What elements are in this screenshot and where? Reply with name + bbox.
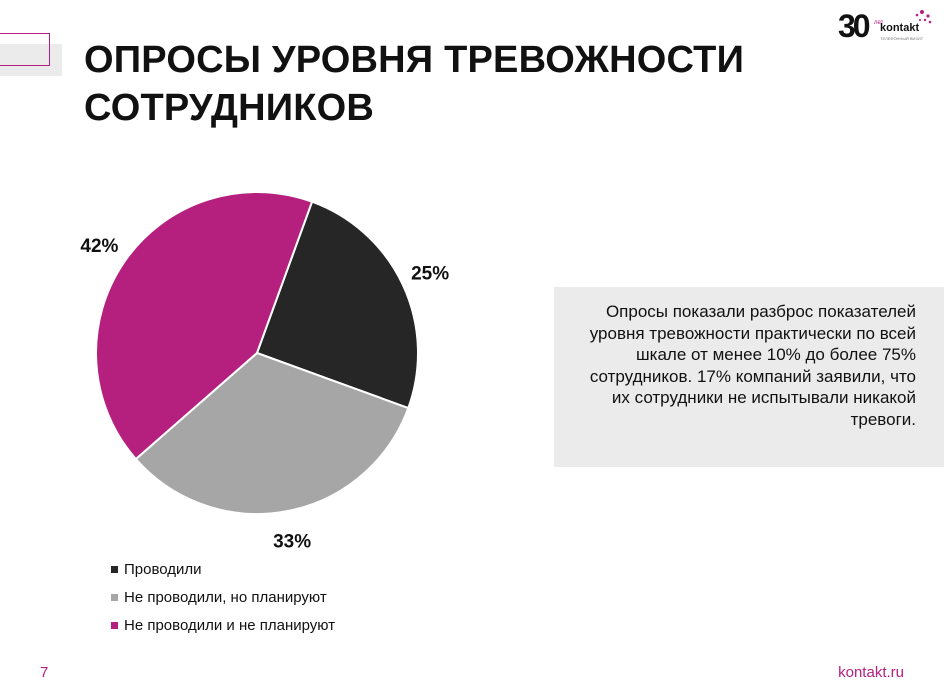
pie-chart: 25% 33% 42% bbox=[80, 191, 449, 550]
data-label-conducted: 25% bbox=[411, 263, 449, 284]
legend-label: Не проводили и не планируют bbox=[124, 616, 336, 634]
chart-legend: Проводили Не проводили, но планируют Не пр… bbox=[111, 555, 335, 639]
logo-tagline: ТЕЛЕФОННЫЙ ВИЗИТ bbox=[880, 36, 924, 41]
logo-brand-name: kontakt bbox=[880, 22, 920, 34]
legend-swatch bbox=[111, 621, 118, 629]
data-label-not-planned: 42% bbox=[80, 236, 118, 257]
legend-label: Не проводили, но планируют bbox=[124, 588, 327, 606]
slide-title: ОПРОСЫ УРОВНЯ ТРЕВОЖНОСТИ СОТРУДНИКОВ bbox=[84, 39, 745, 129]
pie-slice-planned bbox=[134, 351, 410, 515]
legend-swatch bbox=[111, 565, 118, 573]
legend-item-planned: Не проводили, но планируют bbox=[111, 583, 335, 611]
summary-callout: Опросы показали разброс показателей уров… bbox=[554, 287, 944, 467]
legend-item-conducted: Проводили bbox=[111, 555, 335, 583]
legend-swatch bbox=[111, 593, 118, 601]
data-label-planned: 33% bbox=[273, 532, 311, 550]
logo-years-label: лет bbox=[874, 20, 884, 26]
title-accent-bar bbox=[0, 44, 62, 76]
title-accent-outline bbox=[0, 33, 50, 66]
pie-slice-conducted bbox=[255, 200, 419, 410]
company-logo: 30 лет kontakt ТЕЛЕФОННЫЙ ВИЗИТ bbox=[838, 8, 938, 48]
logo-dots-icon bbox=[915, 10, 932, 24]
legend-label: Проводили bbox=[124, 560, 202, 578]
pie-slice-not-planned bbox=[95, 191, 314, 461]
website-link[interactable]: kontakt.ru bbox=[838, 664, 904, 681]
logo-anniversary-number: 30 bbox=[838, 8, 871, 44]
page-number: 7 bbox=[40, 664, 49, 681]
legend-item-not-planned: Не проводили и не планируют bbox=[111, 611, 335, 639]
